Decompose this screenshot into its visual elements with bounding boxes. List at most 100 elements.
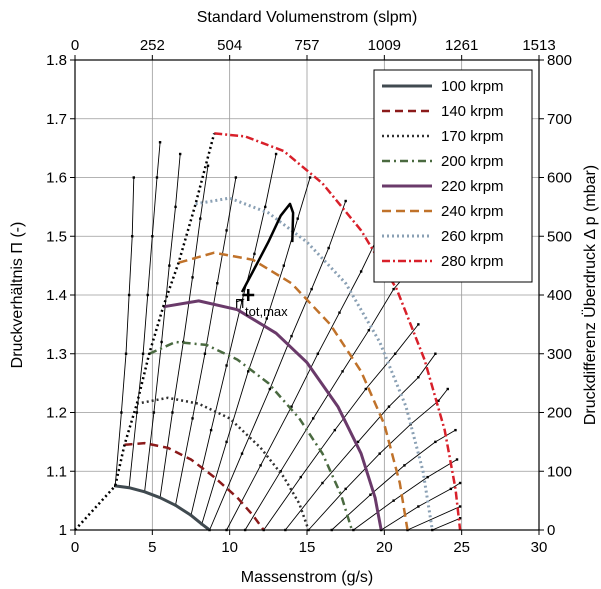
operating-point xyxy=(311,417,315,420)
operating-point xyxy=(225,229,228,232)
operating-point xyxy=(308,176,312,179)
y2-tick-label: 500 xyxy=(547,228,572,245)
operating-point xyxy=(356,440,360,444)
operating-point xyxy=(174,205,177,209)
operating-point xyxy=(120,411,123,414)
max-point-marker xyxy=(242,289,255,301)
operating-point xyxy=(225,440,228,444)
operating-point xyxy=(264,205,267,209)
operating-point xyxy=(199,217,202,220)
operating-point xyxy=(299,475,303,479)
operating-point xyxy=(290,405,293,408)
operating-line xyxy=(144,153,181,492)
operating-point xyxy=(458,481,462,485)
operating-point xyxy=(240,452,244,455)
operating-point xyxy=(344,487,347,491)
operating-line xyxy=(114,177,135,486)
operating-point xyxy=(369,493,372,496)
series-200-krpm xyxy=(148,340,354,531)
legend-label: 200 krpm xyxy=(441,153,504,170)
series-220-krpm xyxy=(162,299,383,531)
operating-point xyxy=(191,276,194,279)
y-tick-label: 1.3 xyxy=(46,346,67,363)
operating-point xyxy=(403,464,406,467)
operating-point xyxy=(316,352,320,355)
x2-tick-label: 757 xyxy=(294,37,319,54)
operating-point xyxy=(274,152,278,156)
operating-point xyxy=(417,323,420,326)
operating-line xyxy=(263,324,419,531)
operating-point xyxy=(393,352,397,355)
operating-point xyxy=(344,199,347,203)
series-100-krpm xyxy=(115,484,211,532)
x2-tick-label: 1261 xyxy=(445,37,478,54)
legend-label: 220 krpm xyxy=(441,178,504,195)
y2-tick-label: 200 xyxy=(547,405,572,422)
operating-point xyxy=(446,387,449,391)
operating-line xyxy=(407,506,461,531)
y-tick-label: 1.7 xyxy=(46,111,67,128)
x2-tick-label: 252 xyxy=(140,37,165,54)
operating-point xyxy=(296,217,299,220)
series-280-krpm xyxy=(214,132,462,531)
operating-point xyxy=(290,334,293,338)
x-axis-label: Massenstrom (g/s) xyxy=(241,569,373,586)
operating-point xyxy=(310,287,313,291)
legend-label: 280 krpm xyxy=(441,253,504,270)
x-tick-label: 20 xyxy=(376,539,393,556)
operating-point xyxy=(455,458,459,461)
operating-line xyxy=(353,459,458,531)
operating-point xyxy=(124,352,128,355)
y-tick-label: 1.5 xyxy=(46,228,67,245)
boundary-line xyxy=(74,133,216,531)
annotation: Π tot,max xyxy=(235,296,288,319)
operating-line xyxy=(175,177,237,506)
operating-point xyxy=(216,282,219,285)
y2-tick-label: 700 xyxy=(547,111,572,128)
boundary-line xyxy=(240,202,295,293)
legend-label: 140 krpm xyxy=(441,103,504,120)
operating-point xyxy=(321,481,324,485)
operating-point xyxy=(171,411,174,414)
operating-point xyxy=(253,252,256,256)
y2-tick-label: 0 xyxy=(547,522,555,539)
series-140-krpm xyxy=(124,441,265,531)
series-group xyxy=(74,132,462,532)
operating-point xyxy=(259,464,262,467)
x2-tick-label: 1009 xyxy=(368,37,401,54)
y-tick-label: 1.8 xyxy=(46,52,67,69)
operating-point xyxy=(387,405,391,408)
operating-point xyxy=(359,270,363,273)
operating-point xyxy=(141,352,145,355)
legend: 100 krpm 140 krpm 170 krpm 200 krpm 220 krpm… xyxy=(373,69,533,283)
x2-tick-label: 1513 xyxy=(522,37,555,54)
operating-point xyxy=(367,329,371,332)
operating-point xyxy=(392,287,395,291)
annotation-leader xyxy=(235,298,245,303)
y-axis-label: Druckverhältnis Π (-) xyxy=(9,222,26,369)
y-tick-label: 1 xyxy=(59,522,67,539)
operating-point xyxy=(268,387,272,391)
x-tick-label: 30 xyxy=(531,539,548,556)
y-tick-label: 1.4 xyxy=(46,287,67,304)
operating-point xyxy=(191,417,194,420)
legend-label: 260 krpm xyxy=(441,228,504,245)
y2-tick-label: 300 xyxy=(547,346,572,363)
operating-point xyxy=(426,475,429,479)
operating-point xyxy=(178,152,182,156)
speed-lines xyxy=(114,141,462,532)
operating-point xyxy=(364,387,367,391)
x2-tick-label: 504 xyxy=(217,37,242,54)
y-tick-label: 1.6 xyxy=(46,170,67,187)
operating-point xyxy=(168,264,171,267)
x2-axis-label: Standard Volumenstrom (slpm) xyxy=(197,9,418,26)
operating-line xyxy=(284,353,436,531)
ticks: 0 5 10 15 20 25 300 252 504 757 1009 1261 151311.11.… xyxy=(46,37,572,556)
operating-line xyxy=(308,388,449,531)
operating-point xyxy=(341,370,344,373)
operating-point xyxy=(209,428,213,432)
operating-point xyxy=(417,376,420,379)
operating-point xyxy=(206,164,210,167)
y-tick-label: 1.1 xyxy=(46,463,67,480)
